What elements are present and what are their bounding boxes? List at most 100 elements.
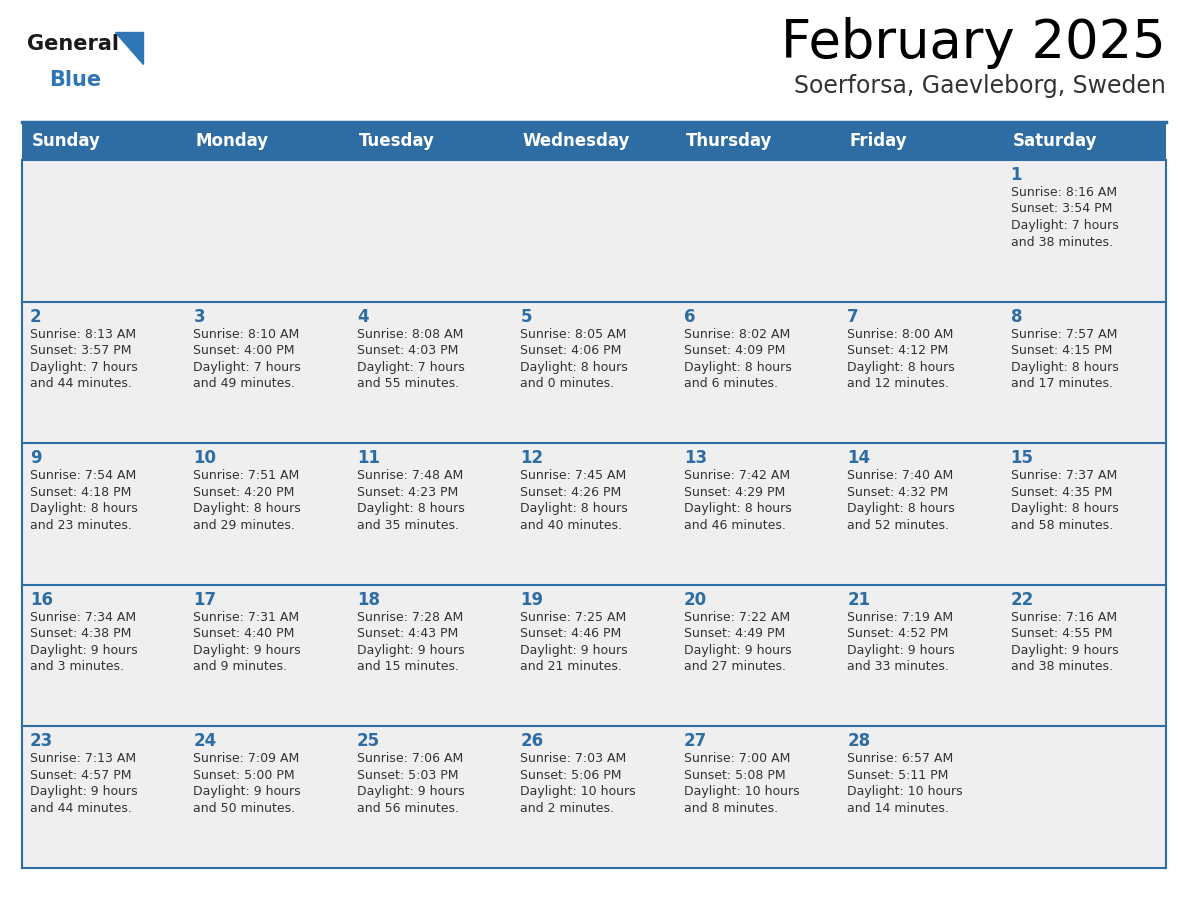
Text: 3: 3 [194, 308, 206, 326]
Text: and 6 minutes.: and 6 minutes. [684, 377, 778, 390]
Text: Sunset: 4:20 PM: Sunset: 4:20 PM [194, 486, 295, 498]
Text: 6: 6 [684, 308, 695, 326]
Text: 4: 4 [356, 308, 368, 326]
Bar [676, 585, 839, 726]
Text: and 27 minutes.: and 27 minutes. [684, 660, 785, 673]
Text: Sunrise: 6:57 AM: Sunrise: 6:57 AM [847, 753, 954, 766]
Text: Daylight: 9 hours: Daylight: 9 hours [356, 786, 465, 799]
Bar [349, 585, 512, 726]
Text: Daylight: 8 hours: Daylight: 8 hours [520, 361, 628, 374]
Bar [185, 726, 349, 868]
Text: Sunset: 4:06 PM: Sunset: 4:06 PM [520, 344, 621, 357]
Text: and 9 minutes.: and 9 minutes. [194, 660, 287, 673]
Text: Sunrise: 7:25 AM: Sunrise: 7:25 AM [520, 610, 626, 624]
Text: 28: 28 [847, 733, 871, 750]
Bar [1003, 726, 1165, 868]
Text: and 49 minutes.: and 49 minutes. [194, 377, 296, 390]
Bar [676, 302, 839, 443]
Bar [349, 726, 512, 868]
Bar [676, 160, 839, 302]
Text: Sunset: 4:57 PM: Sunset: 4:57 PM [30, 769, 132, 782]
Bar [512, 585, 676, 726]
Text: 21: 21 [847, 591, 871, 609]
Text: 2: 2 [30, 308, 42, 326]
Text: Daylight: 8 hours: Daylight: 8 hours [1011, 502, 1118, 515]
Text: Daylight: 9 hours: Daylight: 9 hours [520, 644, 628, 656]
Bar [512, 443, 676, 585]
Text: and 23 minutes.: and 23 minutes. [30, 519, 132, 532]
Text: Sunset: 3:57 PM: Sunset: 3:57 PM [30, 344, 132, 357]
Text: 20: 20 [684, 591, 707, 609]
Text: 23: 23 [30, 733, 53, 750]
Text: 25: 25 [356, 733, 380, 750]
Text: Sunrise: 7:37 AM: Sunrise: 7:37 AM [1011, 469, 1117, 482]
Bar [1003, 160, 1165, 302]
Bar [23, 160, 185, 302]
Text: Blue: Blue [49, 70, 101, 90]
Text: Sunset: 4:55 PM: Sunset: 4:55 PM [1011, 627, 1112, 640]
Text: Daylight: 9 hours: Daylight: 9 hours [194, 786, 301, 799]
Bar [839, 160, 1003, 302]
Text: Sunset: 4:18 PM: Sunset: 4:18 PM [30, 486, 132, 498]
Text: Sunrise: 7:54 AM: Sunrise: 7:54 AM [30, 469, 137, 482]
Text: Sunset: 3:54 PM: Sunset: 3:54 PM [1011, 203, 1112, 216]
Bar [185, 160, 349, 302]
Text: Sunset: 4:26 PM: Sunset: 4:26 PM [520, 486, 621, 498]
Text: Sunset: 5:00 PM: Sunset: 5:00 PM [194, 769, 295, 782]
Text: Sunrise: 7:09 AM: Sunrise: 7:09 AM [194, 753, 299, 766]
Text: Sunset: 4:52 PM: Sunset: 4:52 PM [847, 627, 948, 640]
Text: Sunrise: 7:22 AM: Sunrise: 7:22 AM [684, 610, 790, 624]
Text: Sunset: 4:23 PM: Sunset: 4:23 PM [356, 486, 459, 498]
Text: Daylight: 7 hours: Daylight: 7 hours [194, 361, 302, 374]
Text: Sunset: 5:06 PM: Sunset: 5:06 PM [520, 769, 621, 782]
Text: Saturday: Saturday [1012, 132, 1097, 150]
Text: Sunrise: 7:13 AM: Sunrise: 7:13 AM [30, 753, 137, 766]
Text: and 44 minutes.: and 44 minutes. [30, 377, 132, 390]
Text: 10: 10 [194, 449, 216, 467]
Bar [839, 726, 1003, 868]
Text: Sunday: Sunday [32, 132, 101, 150]
Bar [23, 726, 185, 868]
Text: Soerforsa, Gaevleborg, Sweden: Soerforsa, Gaevleborg, Sweden [794, 74, 1165, 98]
Text: 11: 11 [356, 449, 380, 467]
Text: Sunrise: 7:19 AM: Sunrise: 7:19 AM [847, 610, 953, 624]
Bar [23, 585, 185, 726]
Text: and 29 minutes.: and 29 minutes. [194, 519, 296, 532]
Text: Sunrise: 7:34 AM: Sunrise: 7:34 AM [30, 610, 137, 624]
Text: Sunrise: 7:06 AM: Sunrise: 7:06 AM [356, 753, 463, 766]
Text: and 58 minutes.: and 58 minutes. [1011, 519, 1113, 532]
Text: and 38 minutes.: and 38 minutes. [1011, 236, 1113, 249]
Text: Sunset: 5:08 PM: Sunset: 5:08 PM [684, 769, 785, 782]
Text: Sunrise: 7:16 AM: Sunrise: 7:16 AM [1011, 610, 1117, 624]
Text: 19: 19 [520, 591, 543, 609]
Text: Daylight: 8 hours: Daylight: 8 hours [847, 502, 955, 515]
Text: Thursday: Thursday [685, 132, 772, 150]
Text: and 21 minutes.: and 21 minutes. [520, 660, 623, 673]
Text: Sunset: 4:15 PM: Sunset: 4:15 PM [1011, 344, 1112, 357]
Text: Sunrise: 7:42 AM: Sunrise: 7:42 AM [684, 469, 790, 482]
Text: Sunrise: 7:48 AM: Sunrise: 7:48 AM [356, 469, 463, 482]
Text: 1: 1 [1011, 166, 1022, 184]
Text: Daylight: 9 hours: Daylight: 9 hours [1011, 644, 1118, 656]
Text: Sunset: 5:11 PM: Sunset: 5:11 PM [847, 769, 948, 782]
Text: Friday: Friday [849, 132, 906, 150]
Text: 16: 16 [30, 591, 53, 609]
Bar [676, 726, 839, 868]
Bar [1003, 585, 1165, 726]
Text: Daylight: 7 hours: Daylight: 7 hours [30, 361, 138, 374]
Text: Sunset: 5:03 PM: Sunset: 5:03 PM [356, 769, 459, 782]
Text: and 17 minutes.: and 17 minutes. [1011, 377, 1113, 390]
Text: Daylight: 10 hours: Daylight: 10 hours [847, 786, 962, 799]
Text: and 38 minutes.: and 38 minutes. [1011, 660, 1113, 673]
Text: Daylight: 10 hours: Daylight: 10 hours [684, 786, 800, 799]
Bar [676, 443, 839, 585]
Bar [23, 443, 185, 585]
Text: Daylight: 7 hours: Daylight: 7 hours [1011, 219, 1118, 232]
Text: Sunrise: 8:13 AM: Sunrise: 8:13 AM [30, 328, 137, 341]
Text: 22: 22 [1011, 591, 1034, 609]
Text: 7: 7 [847, 308, 859, 326]
Bar [185, 585, 349, 726]
Text: Daylight: 8 hours: Daylight: 8 hours [30, 502, 138, 515]
Text: and 12 minutes.: and 12 minutes. [847, 377, 949, 390]
Bar [839, 302, 1003, 443]
